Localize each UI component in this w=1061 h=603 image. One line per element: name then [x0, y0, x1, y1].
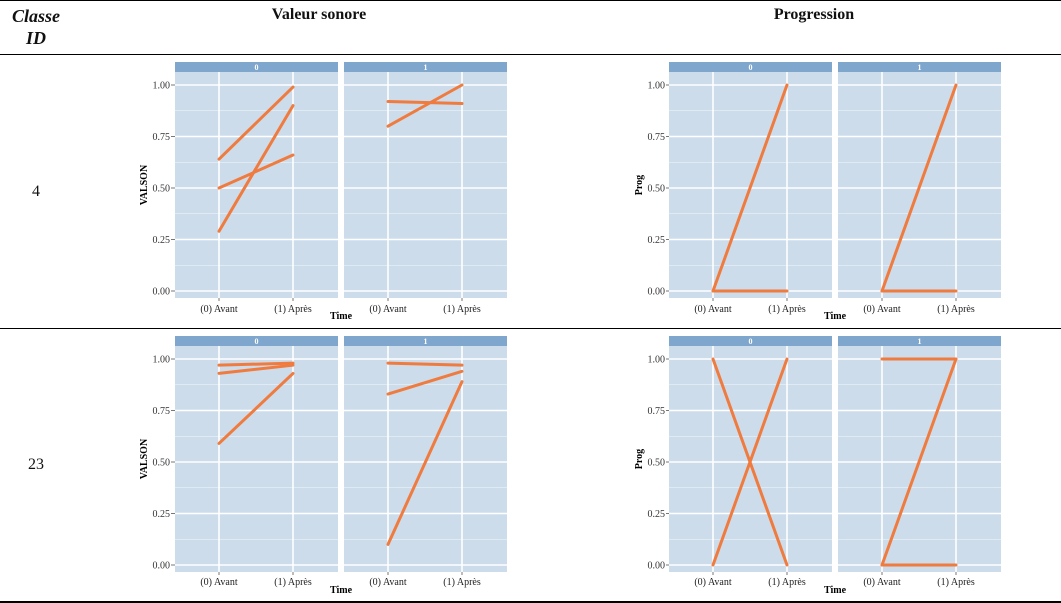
x-tick-label: (1) Après	[274, 304, 312, 315]
facet-strip	[669, 336, 832, 346]
facet-strip-label: 0	[749, 337, 753, 346]
y-axis-label: Prog	[634, 175, 645, 195]
y-tick-label: 0.75	[648, 406, 666, 417]
y-tick-label: 0.50	[648, 458, 666, 469]
facet-strip-label: 1	[918, 337, 922, 346]
x-tick-label: (1) Après	[768, 304, 806, 315]
x-axis-label: Time	[824, 311, 847, 322]
facet-strip-label: 0	[749, 63, 753, 72]
y-tick-label: 1.00	[153, 81, 171, 92]
series-line	[386, 380, 464, 546]
header-valeur-sonore: Valeur sonore	[271, 6, 367, 23]
y-tick-label: 1.00	[153, 355, 171, 366]
y-axis-label: VALSON	[139, 438, 150, 479]
series-line	[386, 361, 464, 367]
y-tick-label: 0.50	[153, 458, 171, 469]
y-tick-label: 0.75	[153, 132, 171, 143]
series-line	[217, 371, 295, 445]
y-tick-label: 1.00	[648, 81, 666, 92]
x-tick-label: (0) Avant	[694, 304, 732, 315]
facet-strip-label: 1	[424, 63, 428, 72]
y-tick-label: 0.00	[153, 561, 171, 572]
facet-panel	[175, 72, 338, 298]
facet-strip	[344, 62, 507, 72]
series-line	[217, 85, 295, 161]
x-axis-label: Time	[824, 585, 847, 596]
y-tick-label: 0.00	[648, 561, 666, 572]
facet-strip-label: 1	[918, 63, 922, 72]
x-tick-label: (0) Avant	[369, 304, 407, 315]
series-line	[880, 83, 958, 293]
series-line	[386, 83, 464, 128]
y-tick-label: 0.50	[153, 184, 171, 195]
facet-strip-label: 1	[424, 337, 428, 346]
x-tick-label: (1) Après	[443, 577, 481, 588]
facet-strip	[669, 62, 832, 72]
y-tick-label: 0.25	[648, 235, 666, 246]
y-tick-label: 1.00	[648, 355, 666, 366]
x-tick-label: (1) Après	[937, 304, 975, 315]
y-tick-label: 0.00	[153, 287, 171, 298]
x-tick-label: (0) Avant	[863, 304, 901, 315]
facet-panel	[175, 346, 338, 572]
table-top-rule	[0, 0, 1061, 1]
series-line	[880, 357, 958, 567]
facet-strip-label: 0	[255, 63, 259, 72]
facet-strip	[838, 62, 1001, 72]
series-line	[711, 83, 789, 293]
x-tick-label: (1) Après	[937, 577, 975, 588]
series-line	[217, 363, 295, 375]
facet-strip	[175, 336, 338, 346]
y-tick-label: 0.50	[648, 184, 666, 195]
y-axis-label: Prog	[634, 449, 645, 469]
header-progression: Progression	[773, 6, 855, 23]
row-id-23: 23	[28, 456, 44, 473]
header-classe-id: Classe ID	[0, 5, 72, 49]
facet-strip	[838, 336, 1001, 346]
x-tick-label: (1) Après	[768, 577, 806, 588]
x-tick-label: (0) Avant	[200, 577, 238, 588]
series-line	[386, 369, 464, 396]
x-tick-label: (1) Après	[274, 577, 312, 588]
x-tick-label: (0) Avant	[200, 304, 238, 315]
header-classe-line2: ID	[25, 28, 46, 48]
series-line	[386, 99, 464, 106]
y-tick-label: 0.25	[648, 509, 666, 520]
x-tick-label: (0) Avant	[369, 577, 407, 588]
facet-strip-label: 0	[255, 337, 259, 346]
facet-strip	[175, 62, 338, 72]
x-tick-label: (1) Après	[443, 304, 481, 315]
header-classe-line1: Classe	[11, 6, 60, 26]
x-tick-label: (0) Avant	[863, 577, 901, 588]
table-header-rule	[0, 54, 1061, 55]
y-tick-label: 0.25	[153, 509, 171, 520]
x-axis-label: Time	[330, 311, 353, 322]
y-axis-label: VALSON	[139, 164, 150, 205]
y-tick-label: 0.75	[648, 132, 666, 143]
y-tick-label: 0.25	[153, 235, 171, 246]
series-line	[217, 153, 295, 190]
table-bottom-rule	[0, 601, 1061, 603]
y-tick-label: 0.00	[648, 287, 666, 298]
x-axis-label: Time	[330, 585, 353, 596]
row-id-4: 4	[32, 183, 40, 200]
table-row-separator	[0, 328, 1061, 329]
series-line	[217, 104, 295, 233]
x-tick-label: (0) Avant	[694, 577, 732, 588]
facet-panel	[344, 72, 507, 298]
series-line	[711, 357, 789, 567]
facet-strip	[344, 336, 507, 346]
series-line	[217, 361, 295, 367]
y-tick-label: 0.75	[153, 406, 171, 417]
